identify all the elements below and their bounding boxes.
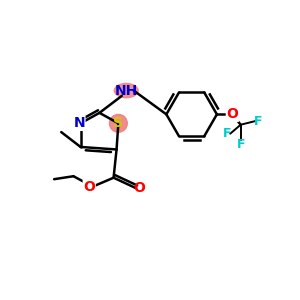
Ellipse shape (114, 83, 138, 98)
Text: N: N (73, 116, 85, 130)
Text: F: F (222, 127, 231, 140)
Text: F: F (236, 138, 245, 151)
Text: O: O (226, 107, 238, 121)
Text: O: O (134, 181, 146, 195)
Text: NH: NH (115, 84, 138, 98)
Text: O: O (83, 180, 95, 194)
Text: S: S (113, 116, 123, 130)
Text: F: F (254, 115, 263, 128)
Circle shape (110, 114, 127, 132)
